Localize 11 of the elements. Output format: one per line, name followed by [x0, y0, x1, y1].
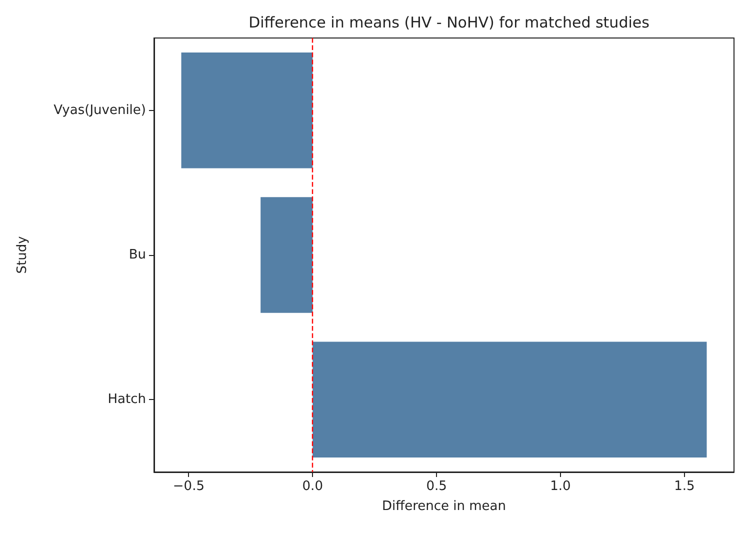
- x-tick-label: −0.5: [172, 479, 204, 494]
- y-axis-title: Study: [15, 236, 30, 274]
- chart-title: Difference in means (HV - NoHV) for matched studies: [248, 14, 650, 32]
- x-tick-label: 1.0: [550, 479, 571, 494]
- x-tick-label: 0.5: [426, 479, 447, 494]
- y-tick-label: Vyas(Juvenile): [54, 102, 146, 118]
- x-tick-label: 0.0: [302, 479, 323, 494]
- y-tick-label: Bu: [128, 248, 146, 262]
- x-axis-title: Difference in mean: [382, 499, 506, 514]
- y-tick-label: Hatch: [108, 392, 146, 408]
- x-tick-label: 1.5: [674, 479, 695, 494]
